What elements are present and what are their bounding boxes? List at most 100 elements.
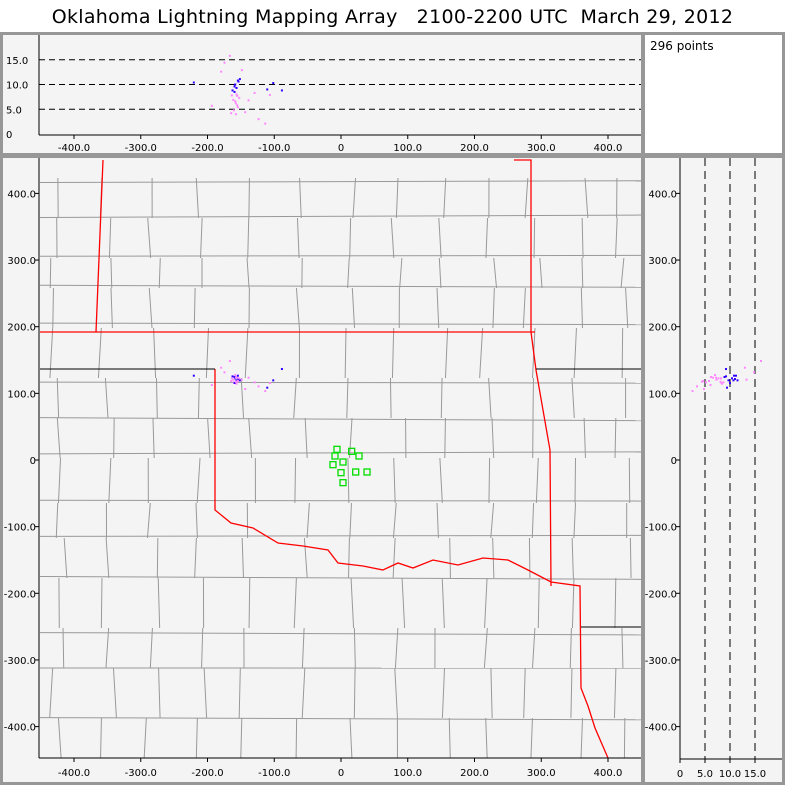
source-point	[230, 94, 233, 97]
x-tick-label: -100.0	[258, 768, 290, 779]
county-line	[301, 627, 305, 669]
county-line	[295, 717, 298, 759]
source-point	[238, 379, 241, 382]
county-line	[347, 457, 350, 504]
county-line	[401, 577, 406, 629]
source-point	[253, 91, 256, 94]
county-line	[240, 717, 243, 759]
source-point	[760, 360, 762, 363]
county-line	[614, 417, 617, 459]
county-line	[491, 417, 495, 459]
source-point	[710, 376, 712, 379]
source-point	[236, 380, 239, 383]
county-line	[247, 217, 250, 259]
source-point	[235, 86, 238, 89]
county-line	[348, 537, 350, 579]
county-line	[449, 537, 451, 579]
county-line	[524, 177, 529, 219]
source-point	[228, 54, 231, 57]
source-point	[236, 104, 239, 107]
source-point	[236, 94, 239, 97]
lma-station	[339, 458, 347, 466]
county-line	[629, 537, 632, 579]
lma-station	[337, 469, 345, 477]
county-line	[528, 537, 531, 579]
source-point	[220, 366, 223, 369]
source-point	[192, 374, 195, 377]
county-line	[97, 327, 102, 379]
county-line	[197, 377, 200, 419]
county-line	[351, 287, 356, 329]
source-point	[220, 70, 223, 73]
county-line	[105, 537, 110, 579]
source-point	[280, 89, 283, 92]
county-line	[113, 417, 115, 459]
y-tick-label: -400.0	[645, 723, 677, 734]
county-line	[444, 327, 449, 379]
source-point	[723, 376, 726, 379]
county-line	[52, 287, 54, 329]
county-line	[240, 377, 245, 419]
source-point	[257, 385, 260, 388]
county-line	[110, 287, 113, 329]
county-line	[49, 327, 54, 379]
county-line	[485, 717, 488, 759]
county-line	[581, 217, 584, 259]
source-point	[731, 377, 733, 380]
source-point	[228, 360, 231, 363]
county-line	[348, 417, 353, 459]
county-line	[537, 577, 540, 629]
county-line	[441, 667, 446, 719]
source-point	[230, 380, 233, 383]
info-panel: 296 points	[645, 35, 782, 153]
county-line	[573, 327, 577, 379]
county-line	[39, 381, 641, 384]
county-line	[492, 537, 495, 579]
county-line	[573, 502, 577, 539]
chart-title: Oklahoma Lightning Mapping Array 2100-22…	[0, 0, 785, 32]
county-line	[522, 287, 526, 329]
x-tick-label: 300.0	[527, 768, 556, 779]
county-line	[584, 177, 589, 219]
county-line	[394, 627, 399, 669]
x-tick-label: 200.0	[460, 143, 489, 153]
y-tick-label: 400.0	[648, 189, 677, 200]
county-line	[436, 287, 440, 329]
county-line	[246, 257, 250, 289]
source-point	[192, 81, 195, 84]
source-point	[268, 382, 271, 385]
county-line	[530, 717, 533, 759]
county-line	[344, 327, 347, 379]
source-point	[729, 382, 731, 385]
source-point	[732, 379, 735, 382]
county-line	[485, 217, 489, 259]
county-line	[583, 417, 586, 459]
y-tick-label: -100.0	[645, 523, 677, 534]
y-tick-label: -200.0	[4, 589, 36, 600]
source-point	[236, 374, 239, 377]
county-line	[157, 577, 161, 629]
source-point	[719, 380, 722, 383]
y-tick-label: 300.0	[648, 256, 677, 267]
county-line	[349, 502, 352, 539]
county-line	[347, 257, 350, 289]
y-tick-label: 0	[30, 456, 36, 467]
x-tick-label: -300.0	[125, 143, 157, 153]
source-point	[753, 371, 755, 374]
source-point	[280, 368, 283, 371]
county-line	[158, 667, 161, 719]
county-line	[200, 217, 203, 259]
source-point	[223, 61, 226, 64]
county-line	[100, 717, 102, 759]
county-line	[152, 417, 155, 459]
source-point	[712, 376, 714, 379]
county-line	[488, 377, 492, 419]
county-line	[143, 717, 147, 759]
source-point	[253, 381, 256, 384]
source-point	[272, 82, 275, 85]
x-tick-label: 5.0	[697, 769, 713, 780]
county-line	[39, 254, 641, 257]
x-tick-label: -200.0	[191, 768, 223, 779]
county-line	[533, 217, 536, 259]
county-line	[112, 667, 117, 719]
